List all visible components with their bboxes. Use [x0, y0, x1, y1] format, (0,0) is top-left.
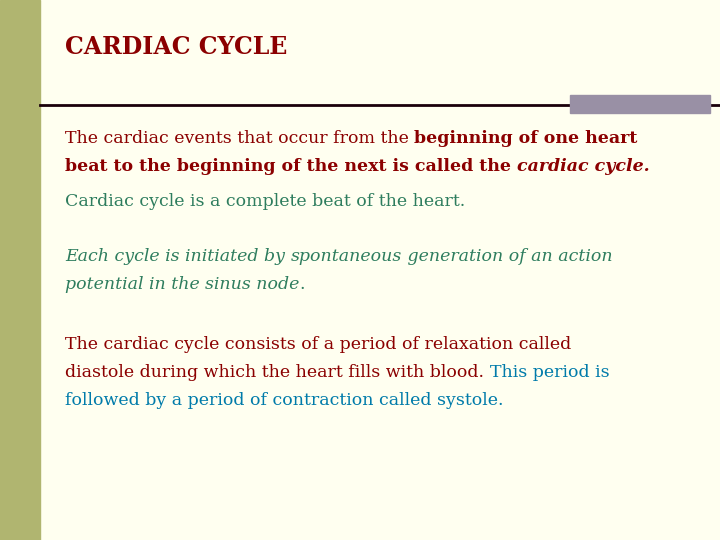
Text: Each cycle is initiated by: Each cycle is initiated by	[65, 248, 290, 265]
Text: potential in the: potential in the	[65, 276, 205, 293]
Text: beat to the beginning of the next is called the: beat to the beginning of the next is cal…	[65, 158, 517, 175]
Text: beginning of one heart: beginning of one heart	[415, 130, 638, 147]
Text: .: .	[300, 276, 305, 293]
Text: CARDIAC CYCLE: CARDIAC CYCLE	[65, 35, 287, 59]
Text: sinus node: sinus node	[205, 276, 300, 293]
Text: spontaneous: spontaneous	[290, 248, 402, 265]
Text: The cardiac cycle consists of a period of relaxation called: The cardiac cycle consists of a period o…	[65, 336, 571, 353]
Bar	[0, 0, 40, 540]
Text: followed by a period of contraction called systole.: followed by a period of contraction call…	[65, 392, 503, 409]
Text: generation of an action: generation of an action	[402, 248, 613, 265]
Text: diastole during which the heart fills with blood.: diastole during which the heart fills wi…	[65, 364, 490, 381]
Text: Cardiac cycle is a complete beat of the heart.: Cardiac cycle is a complete beat of the …	[65, 193, 465, 210]
Text: cardiac cycle.: cardiac cycle.	[517, 158, 649, 175]
Text: The cardiac events that occur from the: The cardiac events that occur from the	[65, 130, 415, 147]
Text: This period is: This period is	[490, 364, 609, 381]
Bar	[570, 95, 710, 113]
